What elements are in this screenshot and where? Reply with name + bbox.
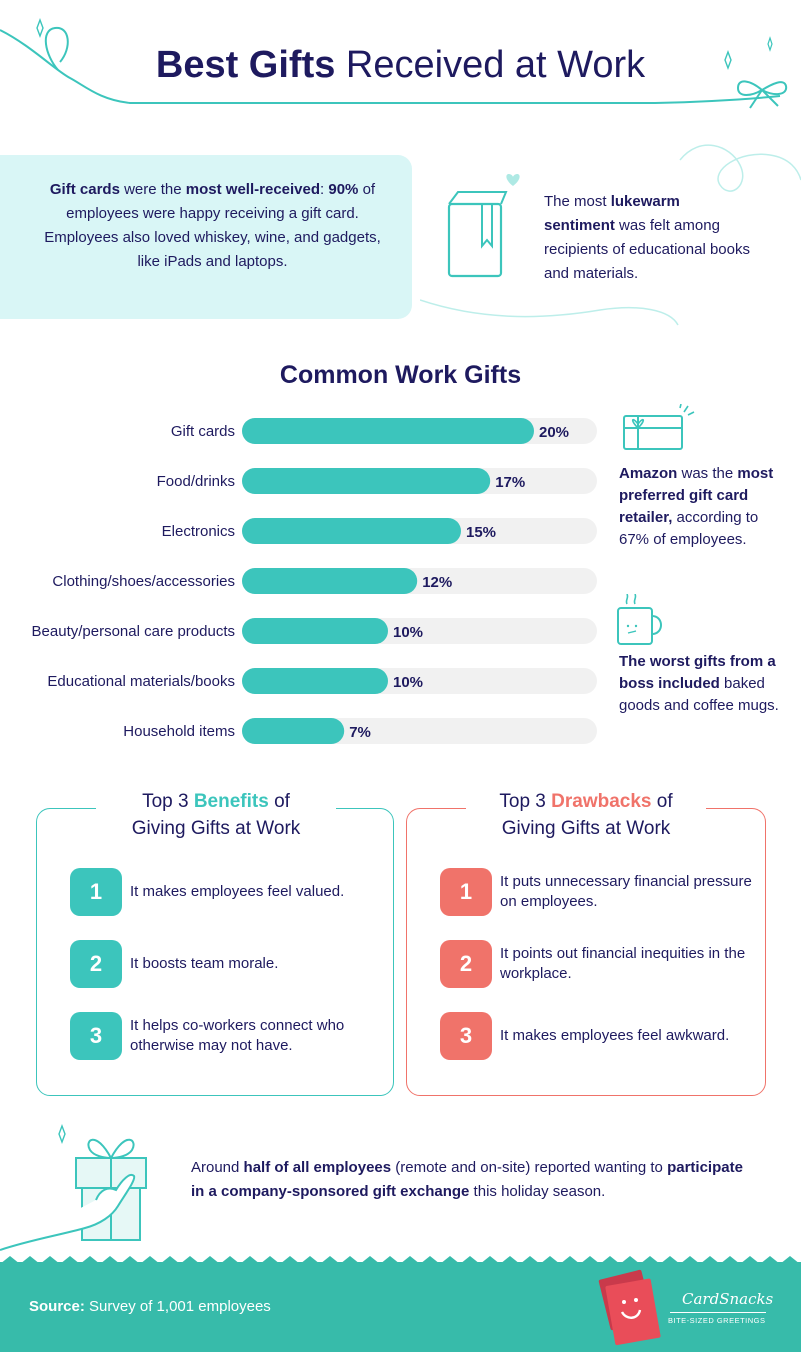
ribbon-decoration xyxy=(0,18,788,109)
benefit-item: 1 It makes employees feel valued. xyxy=(70,868,380,916)
gift-card-icon xyxy=(623,404,695,450)
benefit-item: 3 It helps co-workers connect who otherw… xyxy=(70,1012,380,1060)
intro-panel xyxy=(0,155,412,319)
swirl-decoration-lower xyxy=(420,299,679,326)
gift-exchange-note: Around half of all employees (remote and… xyxy=(191,1159,743,1200)
book-icon xyxy=(447,191,508,278)
drawbacks-title: Top 3 Drawbacks of Giving Gifts at Work xyxy=(466,788,706,842)
benefit-number: 2 xyxy=(70,940,122,988)
bar xyxy=(242,518,461,544)
drawback-number: 3 xyxy=(440,1012,492,1060)
drawback-text: It puts unnecessary financial pressure o… xyxy=(500,873,752,910)
bar xyxy=(242,668,388,694)
value-label: 15% xyxy=(466,524,496,541)
gift-box-hand-icon xyxy=(0,1124,147,1251)
category-label: Household items xyxy=(123,723,235,740)
drawback-number: 1 xyxy=(440,868,492,916)
drawback-item: 2 It points out financial inequities in … xyxy=(440,940,755,988)
heart-icon xyxy=(506,174,520,186)
value-label: 7% xyxy=(349,724,371,741)
intro-gift-cards-text: Gift cards were the most well-received: … xyxy=(44,181,381,270)
drawback-text: It makes employees feel awkward. xyxy=(500,1027,730,1044)
category-label: Food/drinks xyxy=(157,473,235,490)
benefits-title: Top 3 Benefits of Giving Gifts at Work xyxy=(96,788,336,842)
swirl-decoration xyxy=(679,144,801,192)
bar xyxy=(242,418,534,444)
coffee-mug-icon xyxy=(617,594,662,645)
drawback-text: It points out financial inequities in th… xyxy=(500,945,746,982)
benefit-text: It helps co-workers connect who otherwis… xyxy=(130,1017,345,1054)
amazon-note: Amazon was the most preferred gift card … xyxy=(619,465,774,548)
benefit-item: 2 It boosts team morale. xyxy=(70,940,380,988)
value-label: 10% xyxy=(393,624,423,641)
benefit-text: It makes employees feel valued. xyxy=(130,883,345,900)
brand-name: CardSnacks xyxy=(682,1290,774,1308)
value-label: 10% xyxy=(393,674,423,691)
drawback-item: 1 It puts unnecessary financial pressure… xyxy=(440,868,755,916)
category-label: Electronics xyxy=(162,523,235,540)
value-label: 20% xyxy=(539,424,569,441)
bar-chart: Gift cards 20% Food/drinks 17% Electronics 15… xyxy=(32,418,597,744)
bar xyxy=(242,468,491,494)
value-label: 17% xyxy=(495,474,525,491)
category-label: Gift cards xyxy=(171,423,235,440)
worst-gifts-note: The worst gifts from a boss included bak… xyxy=(619,653,779,714)
bar xyxy=(242,568,418,594)
footer xyxy=(0,1262,801,1352)
brand-tagline: BITE-SIZED GREETINGS xyxy=(668,1316,766,1325)
drawback-item: 3 It makes employees feel awkward. xyxy=(440,1012,755,1060)
benefit-number: 1 xyxy=(70,868,122,916)
benefit-text: It boosts team morale. xyxy=(130,955,279,972)
source-text: Source: Survey of 1,001 employees xyxy=(29,1298,271,1315)
category-label: Beauty/personal care products xyxy=(32,623,235,640)
bar xyxy=(242,718,345,744)
lukewarm-note: The most lukewarm sentiment was felt amo… xyxy=(544,193,750,282)
bar xyxy=(242,618,388,644)
category-label: Educational materials/books xyxy=(47,673,235,690)
brand-divider xyxy=(670,1312,766,1313)
page-title: Best Gifts Received at Work xyxy=(155,44,646,86)
drawback-number: 2 xyxy=(440,940,492,988)
category-label: Clothing/shoes/accessories xyxy=(52,573,235,590)
zigzag-edge xyxy=(0,1256,801,1264)
benefit-number: 3 xyxy=(70,1012,122,1060)
value-label: 12% xyxy=(422,574,452,591)
cardsnacks-logo-icon xyxy=(598,1269,661,1346)
chart-title: Common Work Gifts xyxy=(279,361,522,389)
